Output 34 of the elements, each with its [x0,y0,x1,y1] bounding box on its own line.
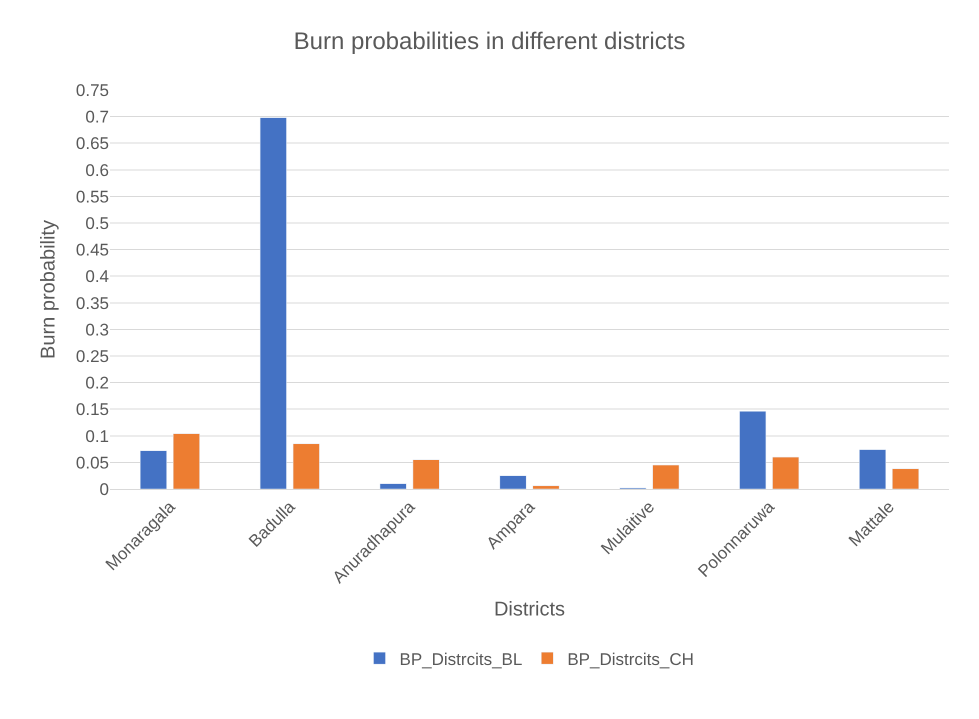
bar [652,464,680,489]
y-tick-label: 0.45 [76,240,109,260]
chart-title: Burn probabilities in different districts [294,28,686,56]
bar [772,456,800,489]
bar [500,475,526,489]
y-tick-label: 0.2 [85,374,109,393]
bar [739,411,766,489]
y-tick-label: 0.75 [76,80,109,100]
legend-label: BP_Distrcits_CH [567,650,694,669]
y-tick-label: 0.15 [76,400,109,420]
y-tick-label: 0.55 [76,187,109,206]
bar [380,483,407,489]
bar [140,450,167,489]
y-tick-label: 0.65 [76,134,109,154]
bar [892,468,919,489]
y-tick-label: 0.25 [76,346,109,366]
y-tick-label: 0.4 [85,267,109,286]
y-tick-label: 0.6 [85,160,109,180]
y-tick-label: 0.05 [76,453,109,472]
y-tick-label: 0.7 [85,108,109,127]
bar [172,433,200,489]
bar [412,459,440,489]
bar [859,449,886,489]
bar [260,117,287,489]
y-tick-label: 0.3 [85,320,109,340]
y-axis-title: Burn probability [37,220,60,359]
bar [532,486,560,489]
y-tick-label: 0.5 [85,214,109,233]
x-axis-title: Districts [494,598,566,620]
legend-label: BP_Distrcits_BL [400,650,522,669]
y-tick-label: 0.1 [85,426,109,446]
y-tick-label: 0.35 [76,294,109,313]
bar [292,444,320,489]
y-tick-label: 0 [100,480,109,499]
